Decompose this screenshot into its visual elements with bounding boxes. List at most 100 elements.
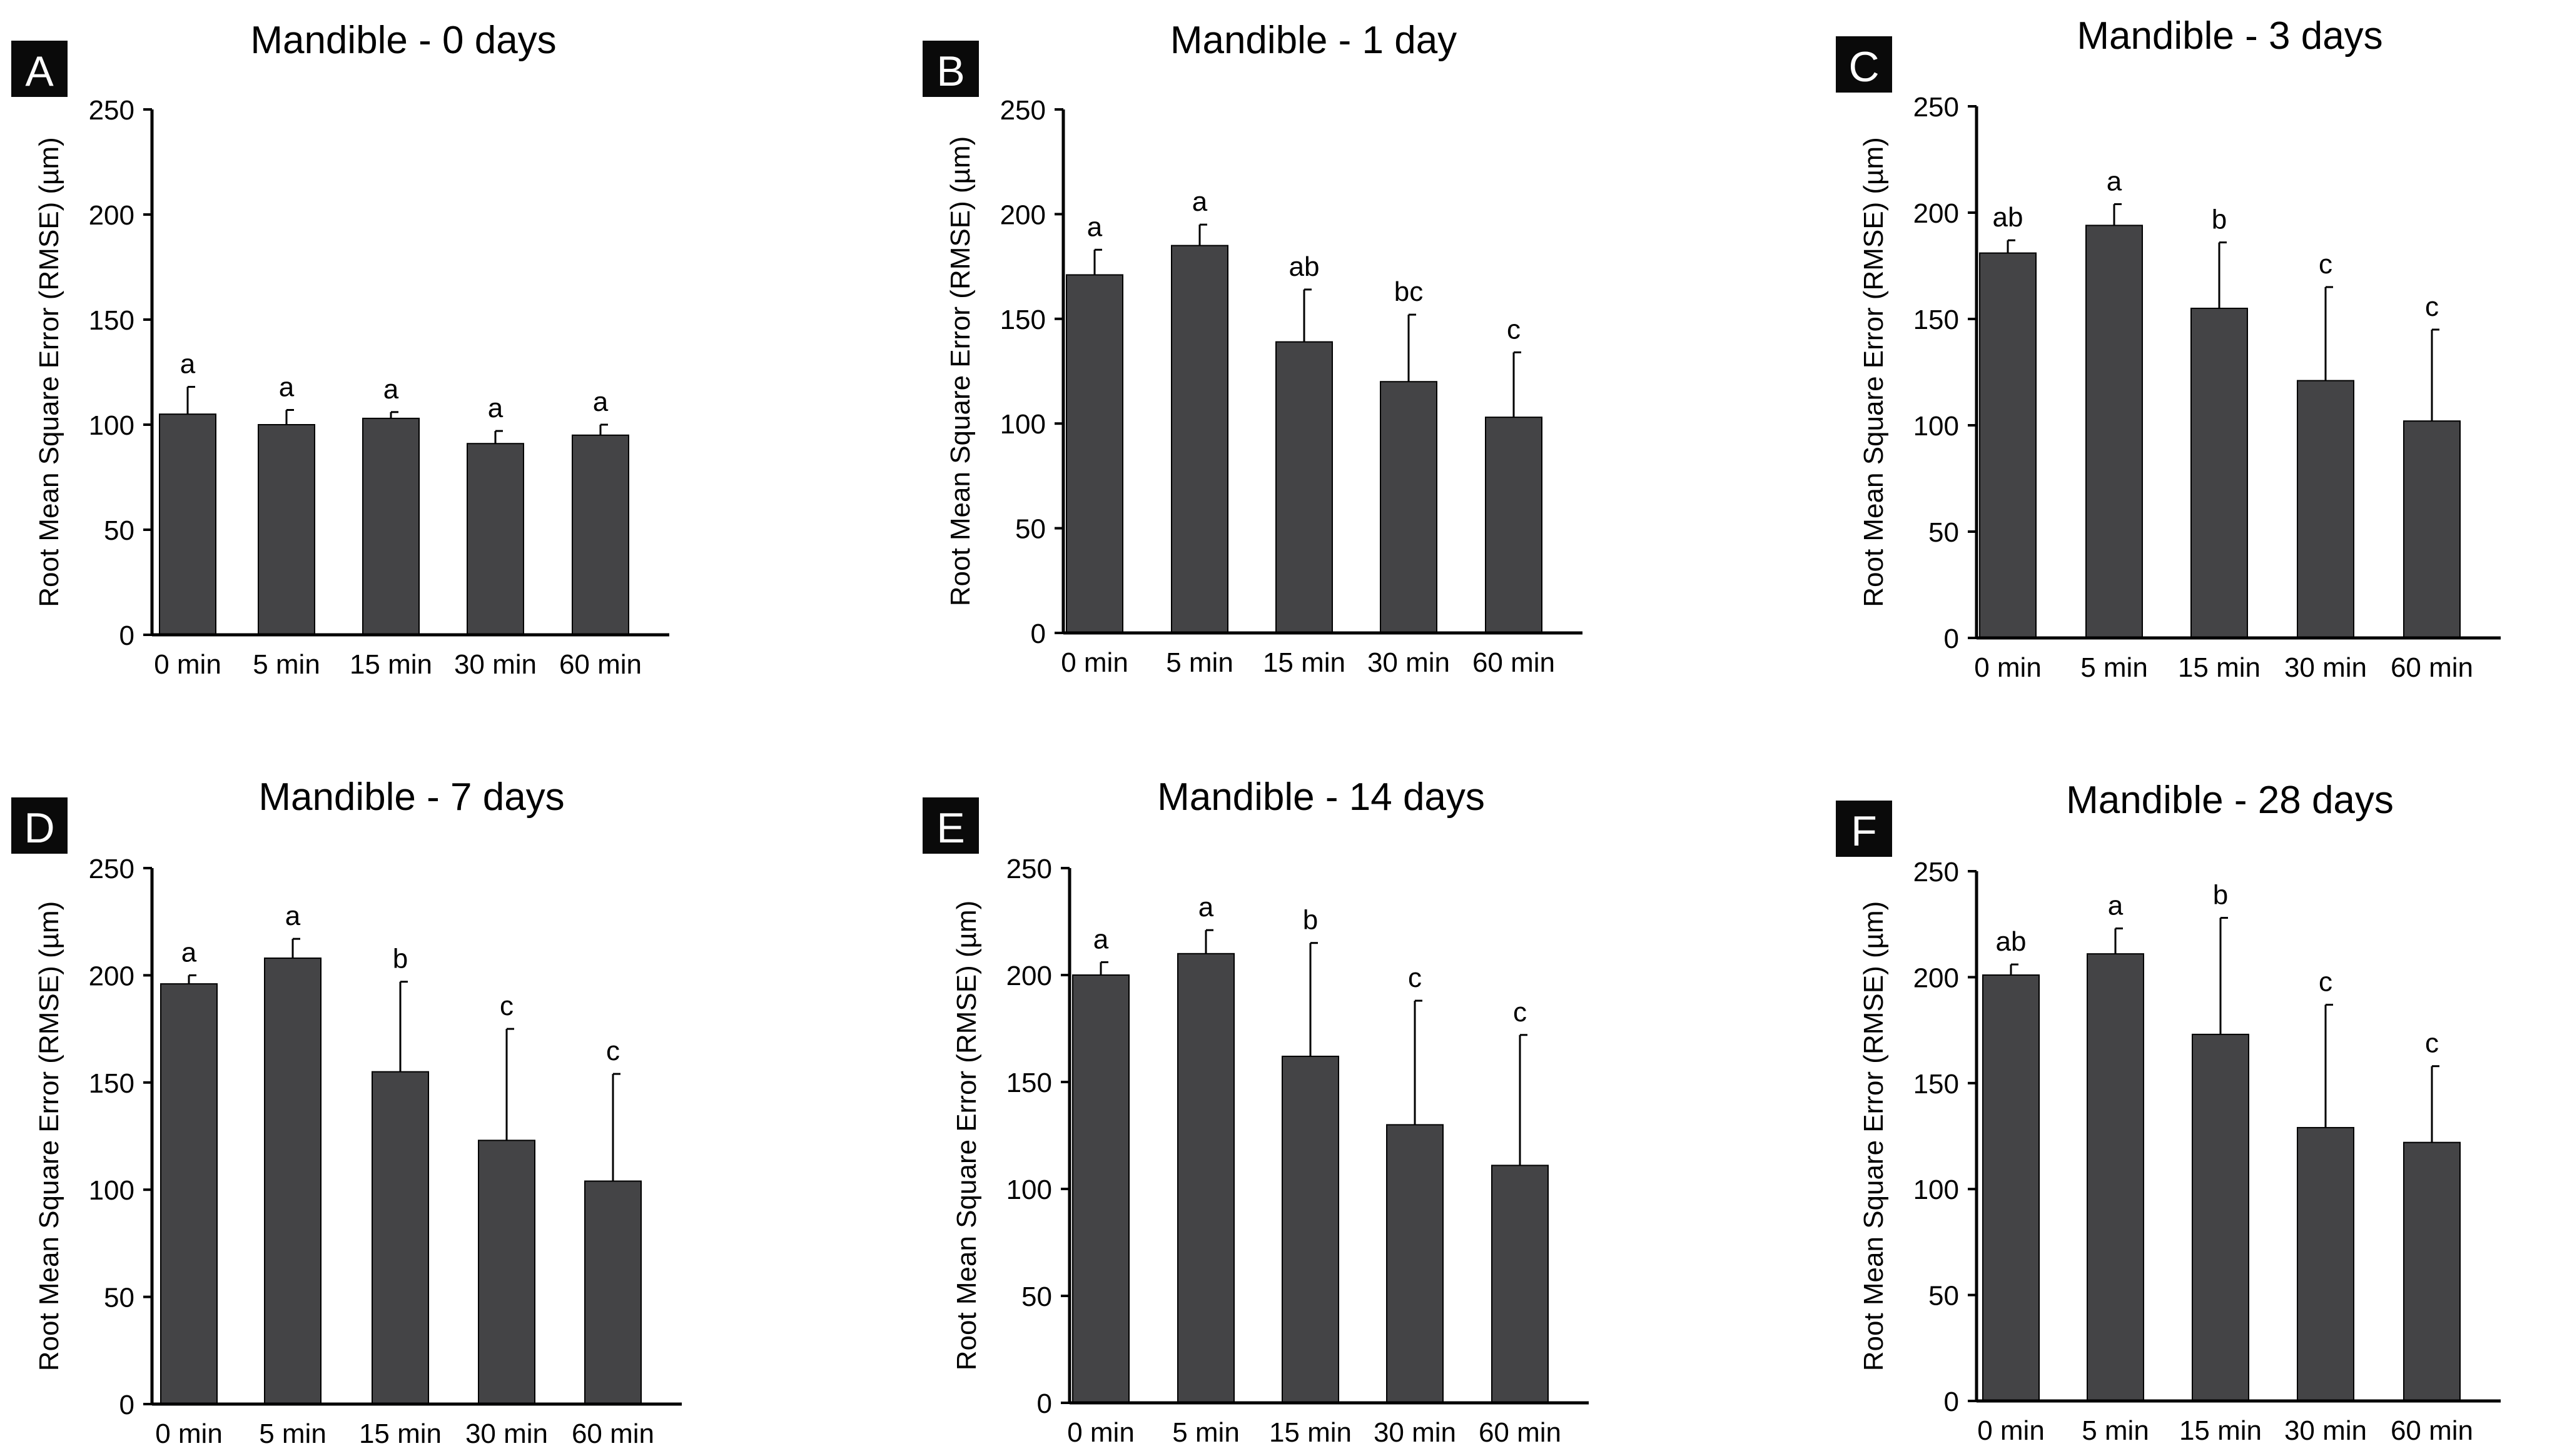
significance-label: c bbox=[2319, 249, 2332, 280]
x-tick-label: 15 min bbox=[359, 1418, 442, 1449]
significance-label: a bbox=[2108, 890, 2124, 921]
panel-label-box bbox=[11, 41, 68, 97]
chart-title: Mandible - 14 days bbox=[1157, 776, 1485, 819]
significance-label: b bbox=[393, 944, 408, 974]
bar bbox=[1282, 1055, 1339, 1403]
y-tick-label: 50 bbox=[1015, 514, 1046, 545]
bar bbox=[584, 1180, 642, 1405]
x-tick-label: 30 min bbox=[1367, 647, 1450, 678]
significance-label: ab bbox=[1289, 251, 1320, 282]
bar bbox=[159, 413, 216, 635]
y-tick-label: 50 bbox=[104, 515, 134, 546]
significance-label: a bbox=[2107, 166, 2122, 196]
y-tick-label: 0 bbox=[1031, 619, 1046, 649]
bar bbox=[258, 424, 315, 635]
y-axis-label: Root Mean Square Error (RMSE) (µm) bbox=[34, 137, 64, 607]
significance-label: c bbox=[606, 1036, 620, 1066]
y-tick-label: 100 bbox=[1913, 1175, 1959, 1205]
y-tick-label: 50 bbox=[1928, 517, 1959, 548]
bar bbox=[2190, 308, 2248, 639]
chart-title: Mandible - 1 day bbox=[1170, 19, 1457, 62]
chart-title: Mandible - 28 days bbox=[2066, 779, 2394, 822]
significance-label: a bbox=[1192, 186, 1208, 217]
significance-label: c bbox=[500, 991, 514, 1021]
x-tick-label: 0 min bbox=[1974, 652, 2042, 683]
y-tick-label: 100 bbox=[1006, 1175, 1052, 1205]
y-tick-label: 0 bbox=[1037, 1388, 1052, 1419]
panel-label: D bbox=[24, 804, 54, 852]
bar bbox=[264, 957, 322, 1405]
bar bbox=[1066, 274, 1123, 634]
y-tick-label: 0 bbox=[119, 620, 134, 651]
y-tick-label: 200 bbox=[1913, 963, 1959, 993]
x-tick-label: 0 min bbox=[1061, 647, 1128, 678]
x-tick-label: 60 min bbox=[2391, 652, 2473, 683]
significance-label: c bbox=[2425, 291, 2439, 322]
y-tick-label: 150 bbox=[1000, 305, 1046, 335]
x-tick-label: 5 min bbox=[2080, 652, 2148, 683]
significance-label: a bbox=[1093, 924, 1109, 954]
y-tick-label: 200 bbox=[89, 961, 134, 991]
y-tick-label: 250 bbox=[1913, 857, 1959, 887]
x-tick-label: 30 min bbox=[2284, 652, 2367, 683]
bar bbox=[1072, 974, 1130, 1403]
bar bbox=[1386, 1124, 1444, 1404]
chart-title: Mandible - 3 days bbox=[2077, 14, 2382, 58]
significance-label: c bbox=[1513, 997, 1527, 1028]
panel-a: A Mandible - 0 days Root Mean Square Error… bbox=[11, 19, 669, 680]
bar bbox=[1177, 953, 1235, 1404]
y-tick-label: 150 bbox=[89, 305, 134, 336]
significance-label: a bbox=[488, 393, 504, 423]
x-tick-label: 15 min bbox=[350, 649, 432, 680]
bar bbox=[362, 417, 420, 635]
y-tick-label: 150 bbox=[1913, 1069, 1959, 1100]
y-axis-label: Root Mean Square Error (RMSE) (µm) bbox=[951, 901, 982, 1371]
y-tick-label: 150 bbox=[1006, 1068, 1052, 1098]
chart-title: Mandible - 0 days bbox=[250, 19, 556, 62]
x-tick-label: 60 min bbox=[559, 649, 642, 680]
panel-label: E bbox=[936, 804, 965, 852]
x-tick-label: 30 min bbox=[465, 1418, 548, 1449]
x-tick-label: 15 min bbox=[2179, 1415, 2262, 1446]
bar bbox=[2085, 225, 2143, 639]
significance-label: b bbox=[2213, 880, 2228, 911]
y-tick-label: 250 bbox=[1000, 95, 1046, 126]
bar bbox=[372, 1071, 429, 1405]
panel-label-box bbox=[923, 797, 979, 854]
chart-title: Mandible - 7 days bbox=[258, 776, 564, 819]
x-tick-label: 5 min bbox=[1166, 647, 1233, 678]
panel-c: C Mandible - 3 days Root Mean Square Error… bbox=[1836, 14, 2501, 683]
panel-f: F Mandible - 28 days Root Mean Square Erro… bbox=[1836, 779, 2501, 1446]
bar bbox=[1979, 252, 2037, 639]
panel-label-box bbox=[923, 41, 979, 97]
x-tick-label: 60 min bbox=[572, 1418, 654, 1449]
bar bbox=[160, 983, 218, 1405]
y-axis-label: Root Mean Square Error (RMSE) (µm) bbox=[1858, 137, 1889, 607]
significance-label: a bbox=[180, 349, 196, 380]
bar bbox=[2087, 953, 2144, 1402]
bar bbox=[1485, 417, 1542, 634]
panel-label-box bbox=[1836, 36, 1892, 93]
x-tick-label: 0 min bbox=[1067, 1417, 1135, 1448]
significance-label: a bbox=[1087, 211, 1103, 242]
panel-label: B bbox=[936, 48, 965, 95]
x-tick-label: 30 min bbox=[2284, 1415, 2367, 1446]
y-tick-label: 250 bbox=[1913, 92, 1959, 123]
panel-e: E Mandible - 14 days Root Mean Square Erro… bbox=[923, 776, 1589, 1448]
significance-label: c bbox=[2319, 966, 2332, 997]
panel-label: F bbox=[1851, 807, 1877, 855]
bar bbox=[1380, 381, 1437, 634]
significance-label: c bbox=[1507, 314, 1521, 345]
x-tick-label: 0 min bbox=[1977, 1415, 2045, 1446]
bar bbox=[2192, 1033, 2249, 1402]
y-tick-label: 250 bbox=[89, 854, 134, 884]
panel-d: D Mandible - 7 days Root Mean Square Error… bbox=[11, 776, 682, 1449]
x-tick-label: 5 min bbox=[1172, 1417, 1240, 1448]
significance-label: b bbox=[1303, 905, 1318, 936]
y-tick-label: 250 bbox=[89, 95, 134, 126]
x-tick-label: 5 min bbox=[2082, 1415, 2149, 1446]
y-tick-label: 150 bbox=[1913, 305, 1959, 335]
significance-label: c bbox=[1408, 963, 1422, 993]
y-tick-label: 150 bbox=[89, 1068, 134, 1099]
